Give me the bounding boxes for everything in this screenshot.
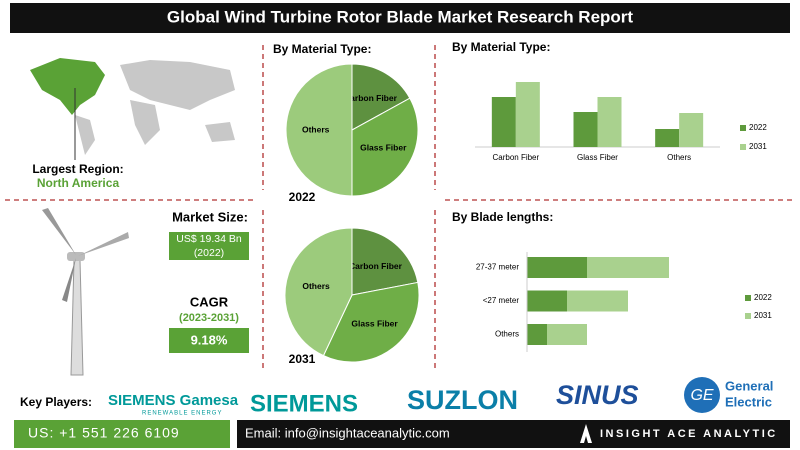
bar-segment — [567, 290, 628, 312]
legend-label: 2031 — [749, 142, 767, 151]
pie-year: 2022 — [289, 190, 316, 204]
phone: US: +1 551 226 6109 — [28, 425, 180, 441]
bar-segment — [527, 324, 547, 345]
logo: SINUS — [556, 380, 639, 410]
logo: RENEWABLE ENERGY — [142, 411, 222, 417]
bar-segment — [587, 257, 669, 278]
bar — [597, 97, 622, 147]
legend-swatch — [745, 295, 751, 301]
key-players-label: Key Players: — [20, 395, 92, 409]
title: Global Wind Turbine Rotor Blade Market R… — [167, 7, 633, 26]
pie-slice — [351, 227, 419, 296]
slice-label: Carbon Fiber — [344, 93, 398, 103]
region-value: North America — [37, 176, 120, 190]
logo: Electric — [725, 394, 772, 409]
bar — [573, 112, 598, 147]
ge-mark: GE — [690, 387, 713, 404]
pie-slice — [285, 63, 353, 197]
market-size-value: US$ 19.34 Bn — [176, 233, 242, 245]
legend-swatch — [740, 144, 746, 150]
cagr-label: CAGR — [190, 294, 229, 309]
cagr-value: 9.18% — [191, 332, 228, 347]
chart-title: By Blade lengths: — [452, 210, 553, 224]
email: Email: info@insightaceanalytic.com — [245, 425, 450, 440]
legend-label: 2022 — [749, 123, 767, 132]
world-map — [30, 58, 235, 160]
bar — [515, 82, 540, 147]
dividers — [5, 45, 795, 370]
bar-segment — [527, 290, 567, 312]
chart-title: By Material Type: — [273, 42, 371, 56]
x-tick-label: Carbon Fiber — [492, 153, 539, 162]
slice-label: Glass Fiber — [360, 143, 407, 153]
logo: General — [725, 378, 773, 393]
slice-label: Others — [302, 124, 330, 134]
phone-box — [14, 420, 230, 448]
title-bar — [10, 3, 790, 33]
chart-title: By Material Type: — [452, 40, 550, 54]
bar — [679, 113, 704, 147]
market-size-year: (2022) — [194, 247, 224, 259]
pie-slice — [351, 97, 419, 197]
ge-emblem — [684, 377, 720, 413]
slice-label: Others — [302, 281, 330, 291]
market-size-box — [169, 232, 249, 260]
slice-label: Carbon Fiber — [349, 261, 403, 271]
cagr-period: (2023-2031) — [179, 312, 239, 324]
pie-slice — [322, 281, 420, 363]
bar — [491, 97, 516, 147]
x-tick-label: Others — [667, 153, 691, 162]
y-tick-label: Others — [495, 330, 519, 339]
pie-year: 2031 — [289, 352, 316, 366]
wind-turbine — [42, 208, 129, 376]
bar — [655, 129, 680, 147]
y-tick-label: 27-37 meter — [476, 263, 519, 272]
logo: SIEMENS Gamesa — [108, 392, 239, 409]
logo: SIEMENS — [250, 390, 358, 417]
region-label: Largest Region: — [32, 162, 123, 176]
legend-label: 2031 — [754, 311, 772, 320]
brand-icon — [580, 424, 592, 443]
email-box — [237, 420, 790, 448]
x-tick-label: Glass Fiber — [577, 153, 618, 162]
legend-label: 2022 — [754, 293, 772, 302]
cagr-box — [169, 328, 249, 353]
bar-segment — [527, 257, 587, 278]
legend-swatch — [745, 313, 751, 319]
logo: SUZLON — [407, 385, 518, 415]
brand: INSIGHT ACE ANALYTIC — [600, 428, 778, 440]
bar-segment — [547, 324, 587, 345]
pie-slice — [284, 227, 353, 357]
market-size-label: Market Size: — [172, 209, 248, 224]
slice-label: Glass Fiber — [351, 318, 398, 328]
y-tick-label: <27 meter — [483, 296, 520, 305]
legend-swatch — [740, 125, 746, 131]
pie-slice — [351, 63, 411, 131]
